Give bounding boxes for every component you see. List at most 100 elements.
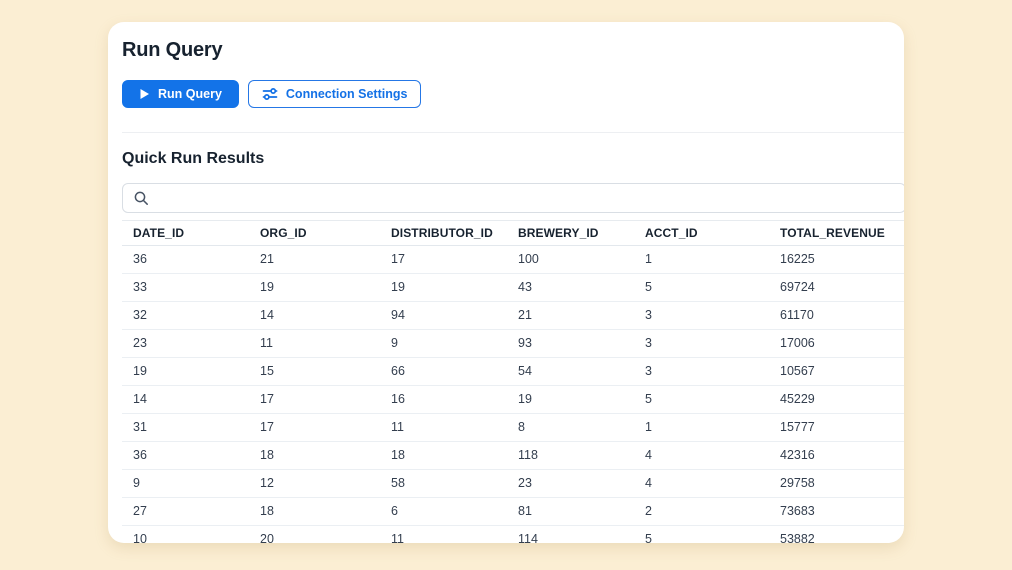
- run-query-panel: Run Query Run Query Connection Settings: [108, 22, 904, 543]
- column-header: DISTRIBUTOR_ID: [380, 220, 507, 246]
- table-cell: 18: [380, 441, 507, 470]
- results-table-body: 36 21 17 100 1 16225 33 19 19 43 5 69724 32 14 94 21 3 61…: [122, 245, 904, 543]
- table-cell: 17: [249, 385, 380, 414]
- table-row[interactable]: 32 14 94 21 3 61170: [122, 301, 904, 330]
- connection-settings-button[interactable]: Connection Settings: [247, 80, 422, 108]
- column-header: TOTAL_REVENUE: [769, 220, 904, 246]
- table-cell: 93: [507, 329, 634, 358]
- connection-settings-button-label: Connection Settings: [285, 87, 408, 101]
- table-cell: 5: [634, 525, 769, 543]
- table-row[interactable]: 19 15 66 54 3 10567: [122, 357, 904, 386]
- section-divider: [122, 132, 904, 133]
- table-cell: 73683: [769, 497, 904, 526]
- column-header: BREWERY_ID: [507, 220, 634, 246]
- table-cell: 20: [249, 525, 380, 543]
- table-cell: 33: [122, 273, 249, 302]
- table-cell: 42316: [769, 441, 904, 470]
- table-row[interactable]: 36 18 18 118 4 42316: [122, 441, 904, 470]
- table-cell: 21: [507, 301, 634, 330]
- table-cell: 17: [380, 245, 507, 274]
- results-search: [122, 183, 904, 213]
- table-cell: 23: [507, 469, 634, 498]
- table-cell: 1: [634, 413, 769, 442]
- table-cell: 66: [380, 357, 507, 386]
- table-cell: 61170: [769, 301, 904, 330]
- table-cell: 36: [122, 245, 249, 274]
- table-cell: 94: [380, 301, 507, 330]
- table-cell: 8: [507, 413, 634, 442]
- table-cell: 14: [122, 385, 249, 414]
- table-cell: 19: [507, 385, 634, 414]
- run-query-button[interactable]: Run Query: [122, 80, 239, 108]
- table-cell: 16: [380, 385, 507, 414]
- table-row[interactable]: 33 19 19 43 5 69724: [122, 273, 904, 302]
- table-cell: 4: [634, 469, 769, 498]
- table-cell: 27: [122, 497, 249, 526]
- table-cell: 23: [122, 329, 249, 358]
- table-cell: 14: [249, 301, 380, 330]
- table-cell: 45229: [769, 385, 904, 414]
- table-cell: 1: [634, 245, 769, 274]
- table-cell: 114: [507, 525, 634, 543]
- table-row[interactable]: 27 18 6 81 2 73683: [122, 497, 904, 526]
- table-cell: 19: [380, 273, 507, 302]
- results-table-header: DATE_ID ORG_ID DISTRIBUTOR_ID BREWERY_ID ACC…: [122, 220, 904, 246]
- table-row[interactable]: 9 12 58 23 4 29758: [122, 469, 904, 498]
- table-cell: 10567: [769, 357, 904, 386]
- table-cell: 19: [249, 273, 380, 302]
- play-icon: [139, 88, 150, 100]
- table-cell: 21: [249, 245, 380, 274]
- table-cell: 3: [634, 329, 769, 358]
- results-table: DATE_ID ORG_ID DISTRIBUTOR_ID BREWERY_ID ACC…: [122, 220, 904, 543]
- table-cell: 17: [249, 413, 380, 442]
- table-cell: 15: [249, 357, 380, 386]
- table-cell: 19: [122, 357, 249, 386]
- table-cell: 54: [507, 357, 634, 386]
- table-cell: 100: [507, 245, 634, 274]
- table-cell: 11: [380, 525, 507, 543]
- table-cell: 16225: [769, 245, 904, 274]
- table-cell: 3: [634, 301, 769, 330]
- table-cell: 81: [507, 497, 634, 526]
- table-cell: 29758: [769, 469, 904, 498]
- table-cell: 11: [249, 329, 380, 358]
- toolbar: Run Query Connection Settings: [122, 80, 904, 108]
- table-cell: 69724: [769, 273, 904, 302]
- table-row[interactable]: 31 17 11 8 1 15777: [122, 413, 904, 442]
- table-row[interactable]: 23 11 9 93 3 17006: [122, 329, 904, 358]
- table-header-row: DATE_ID ORG_ID DISTRIBUTOR_ID BREWERY_ID ACC…: [122, 220, 904, 246]
- table-cell: 118: [507, 441, 634, 470]
- column-header: ORG_ID: [249, 220, 380, 246]
- results-heading: Quick Run Results: [122, 150, 265, 167]
- table-cell: 11: [380, 413, 507, 442]
- table-cell: 3: [634, 357, 769, 386]
- table-cell: 9: [380, 329, 507, 358]
- table-cell: 2: [634, 497, 769, 526]
- table-cell: 43: [507, 273, 634, 302]
- table-cell: 36: [122, 441, 249, 470]
- column-header: ACCT_ID: [634, 220, 769, 246]
- table-cell: 17006: [769, 329, 904, 358]
- table-cell: 12: [249, 469, 380, 498]
- table-cell: 18: [249, 497, 380, 526]
- table-cell: 4: [634, 441, 769, 470]
- table-cell: 5: [634, 273, 769, 302]
- table-row[interactable]: 36 21 17 100 1 16225: [122, 245, 904, 274]
- table-cell: 58: [380, 469, 507, 498]
- sliders-icon: [262, 86, 278, 102]
- table-cell: 18: [249, 441, 380, 470]
- run-query-button-label: Run Query: [158, 87, 222, 101]
- search-input[interactable]: [123, 184, 904, 212]
- table-cell: 6: [380, 497, 507, 526]
- table-row[interactable]: 10 20 11 114 5 53882: [122, 525, 904, 543]
- table-cell: 31: [122, 413, 249, 442]
- table-cell: 10: [122, 525, 249, 543]
- column-header: DATE_ID: [122, 220, 249, 246]
- table-cell: 9: [122, 469, 249, 498]
- table-cell: 53882: [769, 525, 904, 543]
- table-row[interactable]: 14 17 16 19 5 45229: [122, 385, 904, 414]
- table-cell: 32: [122, 301, 249, 330]
- page-title: Run Query: [122, 39, 223, 61]
- table-cell: 15777: [769, 413, 904, 442]
